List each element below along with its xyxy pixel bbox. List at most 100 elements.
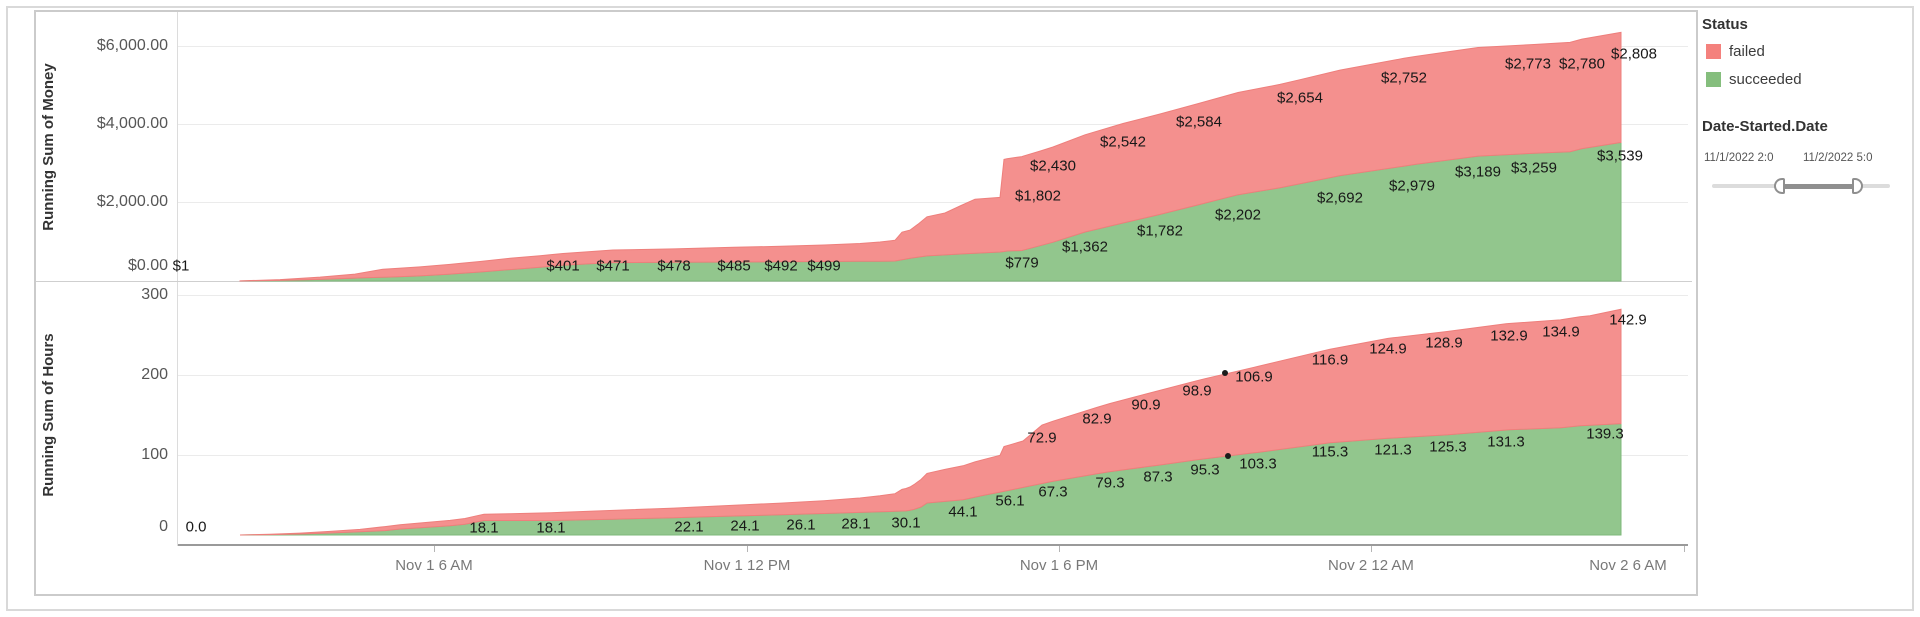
mark-label-succeeded: 131.3 xyxy=(1487,433,1525,451)
plot-area-money xyxy=(239,31,1622,282)
mark-label-succeeded: 24.1 xyxy=(730,517,760,535)
mark-label-succeeded: 95.3 xyxy=(1190,461,1220,479)
mark-label-succeeded: 28.1 xyxy=(841,515,871,533)
y-tick-label: 100 xyxy=(141,446,168,463)
plot-area-hours xyxy=(239,308,1622,536)
legend-title-status: Status xyxy=(1702,16,1748,33)
y-tick-label: $2,000.00 xyxy=(96,193,168,210)
mark-label-failed: 134.9 xyxy=(1542,323,1580,341)
y-tick-label: 200 xyxy=(141,366,168,383)
mark-label-succeeded: $3,259 xyxy=(1511,159,1557,177)
mark-label-succeeded: 18.1 xyxy=(469,519,499,537)
mark-label-failed: 106.9 xyxy=(1235,368,1273,386)
legend-item-failed[interactable]: failed xyxy=(1706,42,1765,60)
mark-label-succeeded: $3,189 xyxy=(1455,163,1501,181)
legend-item-label: succeeded xyxy=(1729,70,1802,88)
mark-label-succeeded: 115.3 xyxy=(1311,443,1349,461)
mark-label-succeeded: 18.1 xyxy=(536,519,566,537)
mark-label-succeeded: $478 xyxy=(657,257,691,275)
mark-label-failed: $2,752 xyxy=(1381,69,1427,87)
filter-title: Date-Started.Date xyxy=(1702,118,1828,135)
mark-label-succeeded: $1,782 xyxy=(1137,222,1183,240)
mark-label-failed: $2,430 xyxy=(1030,157,1076,175)
x-tick-mark xyxy=(1059,546,1060,552)
x-tick-mark xyxy=(434,546,435,552)
gridline xyxy=(178,375,1688,376)
y-tick-label: $4,000.00 xyxy=(96,115,168,132)
gridline xyxy=(178,124,1688,125)
legend-item-succeeded[interactable]: succeeded xyxy=(1706,70,1802,88)
x-tick-mark xyxy=(1371,546,1372,552)
mark-label-succeeded: 87.3 xyxy=(1143,468,1173,486)
area-failed[interactable] xyxy=(239,308,1622,536)
selected-mark-dot[interactable] xyxy=(1222,370,1228,376)
mark-label-failed: 98.9 xyxy=(1182,382,1212,400)
x-tick-label: Nov 2 6 AM xyxy=(1589,557,1667,574)
mark-label-succeeded: $485 xyxy=(717,257,751,275)
x-tick-label: Nov 1 12 PM xyxy=(703,557,791,574)
gridline xyxy=(178,295,1688,296)
gridline xyxy=(178,202,1688,203)
mark-label-succeeded: $2,979 xyxy=(1389,177,1435,195)
mark-label-succeeded: $471 xyxy=(596,257,630,275)
mark-label-succeeded: 67.3 xyxy=(1038,483,1068,501)
mark-label-succeeded: 103.3 xyxy=(1239,455,1277,473)
mark-label-succeeded: $2,202 xyxy=(1215,206,1261,224)
mark-label-failed: 82.9 xyxy=(1082,410,1112,428)
mark-label-failed: 116.9 xyxy=(1311,351,1349,369)
mark-label-succeeded: 26.1 xyxy=(786,516,816,534)
mark-label-succeeded: $1 xyxy=(172,257,190,275)
y-tick-label: 0 xyxy=(159,518,168,535)
mark-label-failed: $1,802 xyxy=(1015,187,1061,205)
x-tick-label: Nov 2 12 AM xyxy=(1328,557,1414,574)
filter-start-date: 11/1/2022 2:0 xyxy=(1704,152,1774,164)
mark-label-failed: $2,542 xyxy=(1100,133,1146,151)
mark-label-succeeded: 22.1 xyxy=(674,518,704,536)
mark-label-succeeded: $2,692 xyxy=(1317,189,1363,207)
mark-label-succeeded: 139.3 xyxy=(1586,425,1624,443)
gridline xyxy=(178,46,1688,47)
date-slider-left-handle[interactable] xyxy=(1774,178,1785,194)
y-tick-label: 300 xyxy=(141,286,168,303)
mark-label-succeeded: $401 xyxy=(546,257,580,275)
selected-mark-dot[interactable] xyxy=(1225,453,1231,459)
y-tick-label: $0.00 xyxy=(127,257,168,274)
mark-label-succeeded: 44.1 xyxy=(948,503,978,521)
mark-label-succeeded: 30.1 xyxy=(891,514,921,532)
axis-title-hours: Running Sum of Hours xyxy=(40,333,57,497)
x-tick-label: Nov 1 6 AM xyxy=(395,557,473,574)
mark-label-failed: $2,584 xyxy=(1176,113,1222,131)
y-axis-line xyxy=(177,12,178,546)
mark-label-succeeded: 56.1 xyxy=(995,492,1025,510)
area-failed[interactable] xyxy=(239,31,1622,282)
mark-label-failed: 142.9 xyxy=(1609,311,1647,329)
mark-label-failed: $2,780 xyxy=(1559,55,1605,73)
x-tick-mark xyxy=(747,546,748,552)
mark-label-succeeded: $779 xyxy=(1005,254,1039,272)
mark-label-succeeded: 125.3 xyxy=(1429,438,1467,456)
mark-label-failed: 72.9 xyxy=(1027,429,1057,447)
legend-item-label: failed xyxy=(1729,42,1765,60)
gridline xyxy=(178,455,1688,456)
mark-label-succeeded: 121.3 xyxy=(1374,441,1412,459)
mark-label-succeeded: $499 xyxy=(807,257,841,275)
x-axis-line xyxy=(178,544,1688,546)
mark-label-failed: 90.9 xyxy=(1131,396,1161,414)
mark-label-failed: $2,773 xyxy=(1505,55,1551,73)
y-tick-label: $6,000.00 xyxy=(96,37,168,54)
mark-label-failed: 124.9 xyxy=(1369,340,1407,358)
failed-swatch-icon xyxy=(1706,43,1721,59)
mark-label-succeeded: $1,362 xyxy=(1062,238,1108,256)
mark-label-succeeded: 0.0 xyxy=(185,518,207,536)
date-slider-selected-range[interactable] xyxy=(1780,183,1858,189)
mark-label-failed: 128.9 xyxy=(1425,334,1463,352)
mark-label-failed: $2,808 xyxy=(1611,45,1657,63)
date-slider-right-handle[interactable] xyxy=(1852,178,1863,194)
mark-label-failed: $2,654 xyxy=(1277,89,1323,107)
x-tick-label: Nov 1 6 PM xyxy=(1019,557,1099,574)
mark-label-succeeded: 79.3 xyxy=(1095,474,1125,492)
succeeded-swatch-icon xyxy=(1706,71,1721,87)
mark-label-succeeded: $492 xyxy=(764,257,798,275)
mark-label-succeeded: $3,539 xyxy=(1597,147,1643,165)
